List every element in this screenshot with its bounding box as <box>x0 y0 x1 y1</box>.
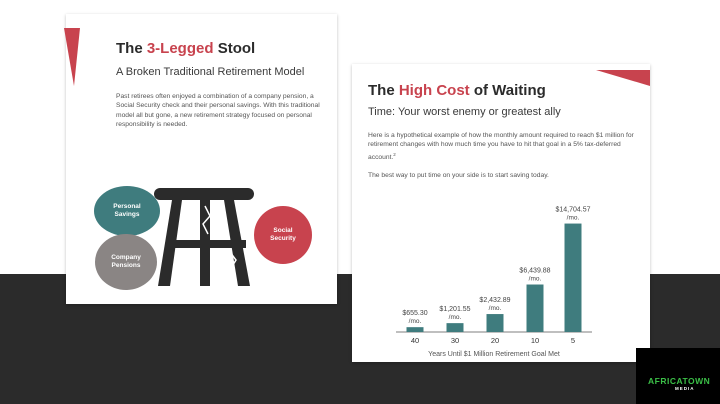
bar <box>564 223 582 332</box>
left-slide-body: Past retirees often enjoyed a combinatio… <box>116 93 320 128</box>
brand-logo-text: AFRICATOWN <box>648 376 711 386</box>
bar <box>526 284 544 332</box>
bar-value-label: $2,432.89 <box>479 297 510 304</box>
waiting-cost-bar-chart: $655.30/mo. 40 $1,201.55/mo. 30 $2,432.89/mo… <box>396 207 592 358</box>
right-slide-title: The High Cost of Waiting <box>368 82 546 99</box>
red-accent-shape-right <box>596 70 650 86</box>
bar-value-label: $1,201.55 <box>439 306 470 313</box>
x-tick-label: 30 <box>451 336 459 345</box>
brand-logo-subtext: MEDIA <box>675 386 695 391</box>
left-slide-subtitle: A Broken Traditional Retirement Model <box>116 66 305 78</box>
x-tick-label: 20 <box>491 336 499 345</box>
red-accent-shape-left <box>64 28 80 86</box>
bar <box>406 327 424 332</box>
bubble-social-security: Social Security <box>254 206 312 264</box>
bar-unit-label: /mo. <box>567 215 580 222</box>
brand-box <box>636 348 720 404</box>
bar-value-label: $6,439.88 <box>519 268 550 275</box>
x-tick-label: 40 <box>411 336 419 345</box>
slide-high-cost-of-waiting <box>352 64 650 362</box>
bar-value-label: $655.30 <box>402 310 427 317</box>
x-tick-label: 10 <box>531 336 539 345</box>
bar-unit-label: /mo. <box>529 276 542 283</box>
left-slide-title: The 3-Legged Stool <box>116 40 256 57</box>
right-slide-subtitle: Time: Your worst enemy or greatest ally <box>368 106 561 118</box>
bar-unit-label: /mo. <box>449 314 462 321</box>
stool-illustration <box>154 188 254 286</box>
x-axis-title: Years Until $1 Million Retirement Goal M… <box>428 351 560 358</box>
bar-value-label: $14,704.57 <box>555 207 590 214</box>
bar <box>486 314 504 332</box>
right-slide-tagline: The best way to put time on your side is… <box>368 172 549 179</box>
x-tick-label: 5 <box>571 336 575 345</box>
bar-unit-label: /mo. <box>489 305 502 312</box>
bar <box>446 323 464 332</box>
bar-unit-label: /mo. <box>409 318 422 325</box>
bubble-personal-savings: Personal Savings <box>94 186 160 236</box>
bubble-company-pensions: Company Pensions <box>95 234 157 290</box>
right-slide-body: Here is a hypothetical example of how th… <box>368 132 634 161</box>
